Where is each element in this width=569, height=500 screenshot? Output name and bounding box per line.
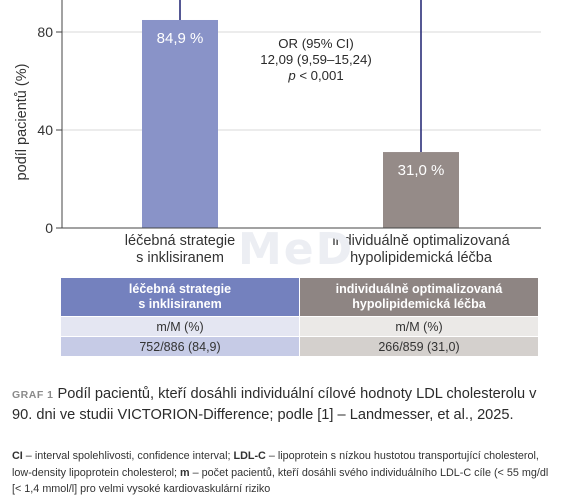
y-tick-label: 0 [45,220,53,236]
annotation-p-text: < 0,001 [296,68,344,83]
results-table: léčebná strategie s inklisiranem individ… [60,277,539,357]
x-tick-label: léčebná strategie [125,233,235,249]
bar-value-label: 84,9 % [157,30,204,47]
note-term: m [180,466,190,479]
y-tick-label: 40 [37,122,53,138]
note-text: – interval spolehlivosti, confidence int… [22,450,234,462]
table-header-line: individuálně optimalizovaná [335,282,503,296]
figure-caption: GRAF 1 Podíl pacientů, kteří dosáhli indi… [12,384,557,425]
bar [383,152,459,228]
note-text: – lipoprotein s nízkou hustotou transpor… [12,450,539,479]
figure-label: GRAF 1 [12,389,54,401]
figure-caption-text: Podíl pacientů, kteří dosáhli individuál… [12,386,537,423]
table-cell: m/M (%) [60,316,300,337]
x-tick-label: hypolipidemická léčba [350,250,493,266]
figure-notes: CI – interval spolehlivosti, confidence … [12,448,557,498]
y-axis-label: podíl pacientů (%) [14,64,30,181]
table-header-inclisiran: léčebná strategie s inklisiranem [60,277,300,317]
table-row: 752/886 (84,9) 266/859 (31,0) [60,336,539,357]
table-row: m/M (%) m/M (%) [60,316,539,337]
annotation-line: 12,09 (9,59–15,24) [260,52,371,67]
annotation-line: OR (95% CI) [278,36,353,51]
table-header-line: léčebná strategie [128,282,232,296]
bar-chart: 0 40 80 podíl pacientů (%) 84,9 % léčebná str… [14,0,541,266]
table-cell: 266/859 (31,0) [299,336,539,357]
watermark: MeD [238,224,355,275]
table-cell: 752/886 (84,9) [60,336,300,357]
table-header-standard-care: individuálně optimalizovaná hypolipidemi… [299,277,539,317]
note-text: – počet pacientů, kteří dosáhli svého in… [12,466,549,496]
y-tick-label: 80 [37,24,53,40]
table-header-row: léčebná strategie s inklisiranem individ… [60,277,539,317]
table-cell: m/M (%) [299,316,539,337]
annotation-p-symbol: p [287,68,295,83]
x-tick-label: individuálně optimalizovaná [332,233,510,249]
table-header-line: s inklisiranem [138,297,222,311]
note-term: CI [12,450,23,462]
table-header-line: hypolipidemická léčba [352,297,486,311]
note-term: LDL-C [233,450,266,462]
bar-value-label: 31,0 % [398,162,445,179]
bar [142,19,218,229]
x-tick-label: s inklisiranem [136,250,224,266]
annotation-p-value: p < 0,001 [287,68,343,83]
